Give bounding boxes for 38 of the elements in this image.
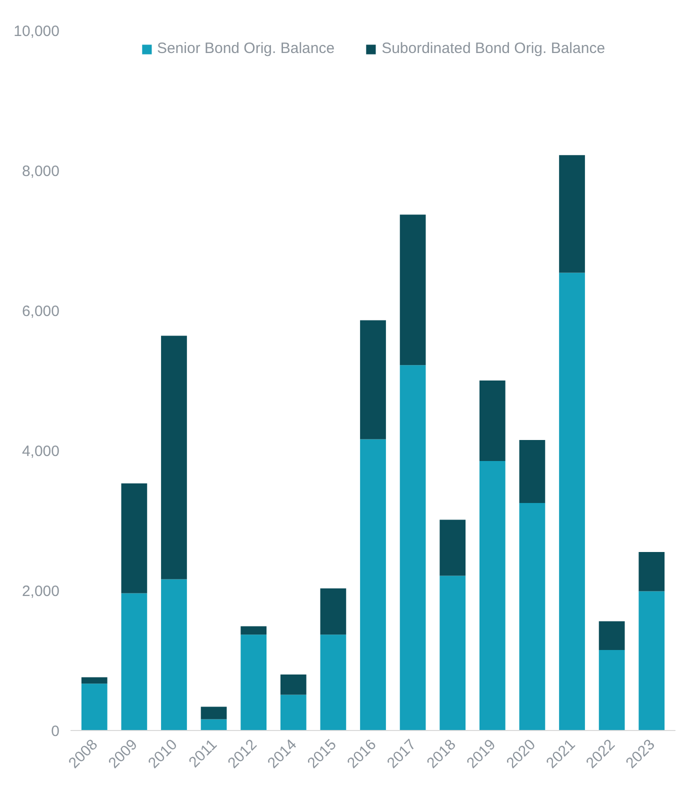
bar (598, 621, 625, 650)
bar (240, 626, 267, 635)
bar (519, 503, 546, 730)
y-tick-label: 10,000 (14, 23, 60, 40)
bar (559, 272, 585, 730)
bar (240, 634, 267, 730)
bar (200, 719, 227, 730)
bar (320, 588, 346, 635)
y-tick-label: 4,000 (22, 443, 60, 460)
bar (400, 365, 426, 730)
y-tick-label: 6,000 (22, 303, 60, 320)
y-tick-label: 8,000 (22, 163, 60, 180)
y-tick-label: 0 (51, 723, 60, 740)
bar (320, 634, 346, 730)
bar (121, 593, 148, 730)
bar (440, 520, 466, 576)
bar (280, 694, 306, 730)
bar (638, 591, 665, 730)
bar (440, 576, 466, 730)
y-tick-label: 2,000 (22, 583, 60, 600)
legend-label: Senior Bond Orig. Balance (156, 40, 335, 57)
bar (479, 380, 506, 461)
bar (81, 684, 108, 730)
bar (479, 461, 506, 730)
bar (638, 552, 665, 592)
bar (200, 706, 227, 720)
bar (519, 440, 546, 503)
bar (161, 336, 187, 580)
bar (559, 155, 585, 273)
bar (360, 320, 386, 440)
bar (360, 439, 386, 730)
legend-label: Subordinated Bond Orig. Balance (382, 40, 606, 57)
bar (280, 674, 306, 695)
bar (81, 677, 108, 684)
bar (598, 650, 625, 730)
bar (121, 483, 148, 594)
bar (161, 579, 187, 730)
bar (400, 214, 426, 366)
